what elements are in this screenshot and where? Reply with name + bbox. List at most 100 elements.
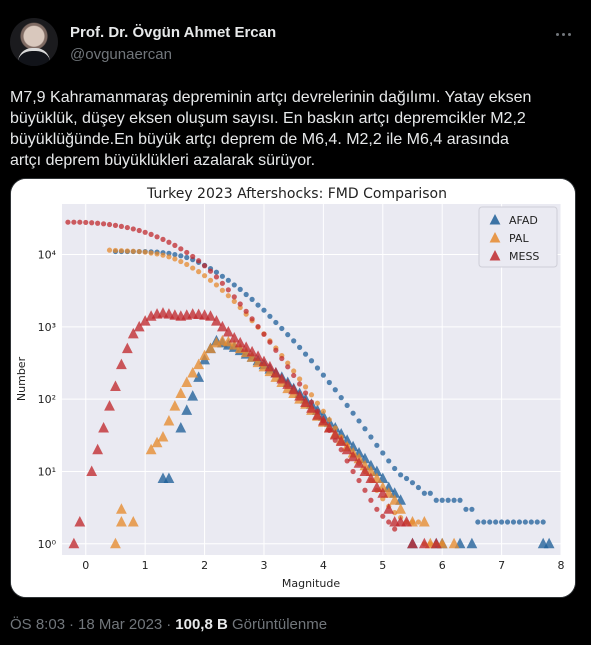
x-tick-label: 3 bbox=[260, 559, 267, 572]
tweet-time[interactable]: ÖS 8:03 bbox=[10, 616, 66, 633]
cumulative-point bbox=[386, 519, 392, 525]
count-marker bbox=[353, 457, 365, 468]
count-marker bbox=[264, 360, 276, 372]
tweet-date[interactable]: 18 Mar 2023 bbox=[78, 616, 163, 633]
cumulative-point bbox=[243, 291, 249, 298]
cumulative-point bbox=[362, 487, 368, 493]
cumulative-point bbox=[89, 220, 95, 226]
cumulative-point bbox=[178, 253, 184, 259]
cumulative-point bbox=[291, 372, 297, 379]
cumulative-point bbox=[213, 269, 220, 275]
count-marker bbox=[121, 342, 133, 354]
cumulative-point bbox=[142, 249, 148, 255]
count-marker bbox=[335, 435, 347, 446]
author-name[interactable]: Prof. Dr. Övgün Ahmet Ercan bbox=[70, 24, 277, 41]
tweet-text: M7,9 Kahramanmaraş depreminin artçı devr… bbox=[10, 89, 532, 169]
tweet-header: Prof. Dr. Övgün Ahmet Ercan @ovgunaercan bbox=[10, 16, 581, 72]
legend-label: AFAD bbox=[509, 214, 538, 227]
chart-title: Turkey 2023 Aftershocks: FMD Comparison bbox=[146, 186, 447, 202]
cumulative-point bbox=[409, 480, 416, 486]
cumulative-point bbox=[112, 247, 119, 254]
cumulative-point bbox=[231, 282, 237, 288]
cumulative-point bbox=[504, 519, 511, 525]
cumulative-point bbox=[285, 364, 291, 370]
x-tick-label: 6 bbox=[439, 559, 446, 572]
count-marker bbox=[193, 358, 205, 370]
count-marker bbox=[395, 503, 407, 514]
cumulative-point bbox=[475, 519, 481, 525]
more-options-icon[interactable] bbox=[549, 24, 577, 44]
author-handle[interactable]: @ovgunaercan bbox=[70, 46, 172, 63]
cumulative-point bbox=[267, 339, 273, 345]
count-marker bbox=[418, 537, 430, 549]
cumulative-point bbox=[178, 246, 184, 252]
cumulative-point bbox=[487, 519, 493, 525]
cumulative-point bbox=[172, 242, 178, 248]
tweet-media-chart[interactable]: Turkey 2023 Aftershocks: FMD Comparison … bbox=[10, 178, 576, 598]
cumulative-point bbox=[297, 376, 303, 382]
count-marker bbox=[312, 409, 323, 420]
cumulative-point bbox=[166, 254, 172, 260]
cumulative-point bbox=[207, 268, 214, 274]
cumulative-point bbox=[374, 506, 380, 512]
cumulative-point bbox=[225, 293, 231, 299]
cumulative-point bbox=[71, 219, 77, 225]
count-marker bbox=[300, 396, 311, 407]
count-marker bbox=[252, 350, 264, 361]
x-tick-label: 8 bbox=[558, 559, 565, 572]
count-marker bbox=[371, 481, 383, 493]
count-marker bbox=[68, 537, 80, 549]
cumulative-point bbox=[291, 368, 297, 374]
count-marker bbox=[347, 450, 359, 462]
cumulative-point bbox=[112, 222, 119, 228]
cumulative-point bbox=[386, 458, 392, 464]
cumulative-point bbox=[326, 379, 332, 386]
cumulative-point bbox=[427, 490, 433, 496]
count-marker bbox=[258, 355, 270, 367]
cumulative-point bbox=[510, 519, 517, 525]
count-marker bbox=[323, 421, 335, 433]
count-marker bbox=[133, 320, 145, 332]
count-marker bbox=[139, 315, 151, 326]
cumulative-point bbox=[338, 395, 344, 401]
cumulative-point bbox=[95, 220, 101, 226]
cumulative-point bbox=[350, 468, 356, 475]
cumulative-point bbox=[522, 519, 528, 525]
cumulative-point bbox=[184, 254, 190, 261]
count-marker bbox=[211, 315, 222, 326]
count-marker bbox=[110, 537, 121, 549]
count-marker bbox=[282, 378, 294, 389]
cumulative-point bbox=[415, 484, 422, 491]
cumulative-point bbox=[130, 248, 136, 254]
y-tick-label: 10⁰ bbox=[38, 538, 57, 551]
cumulative-point bbox=[190, 265, 196, 271]
cumulative-point bbox=[196, 269, 202, 275]
cumulative-point bbox=[172, 256, 178, 262]
count-marker bbox=[228, 332, 240, 343]
count-marker bbox=[270, 367, 282, 378]
cumulative-point bbox=[297, 344, 303, 350]
cumulative-point bbox=[368, 497, 374, 503]
cumulative-point bbox=[302, 351, 309, 357]
cumulative-point bbox=[528, 519, 534, 525]
count-marker bbox=[193, 371, 205, 382]
cumulative-point bbox=[302, 390, 309, 396]
legend-marker-mess bbox=[489, 250, 501, 261]
cumulative-point bbox=[201, 273, 208, 279]
count-marker bbox=[110, 380, 121, 391]
cumulative-point bbox=[160, 252, 166, 258]
cumulative-point bbox=[403, 475, 410, 482]
cumulative-point bbox=[243, 308, 249, 314]
x-tick-label: 4 bbox=[320, 559, 327, 572]
cumulative-point bbox=[338, 447, 344, 453]
count-marker bbox=[175, 387, 187, 398]
cumulative-point bbox=[314, 365, 321, 371]
count-marker bbox=[359, 465, 371, 476]
avatar[interactable] bbox=[10, 18, 58, 66]
cumulative-point bbox=[362, 426, 368, 432]
count-marker bbox=[127, 327, 139, 339]
legend-marker-afad bbox=[489, 214, 501, 225]
count-marker bbox=[181, 404, 193, 415]
cumulative-point bbox=[142, 229, 148, 235]
cumulative-point bbox=[190, 253, 196, 260]
